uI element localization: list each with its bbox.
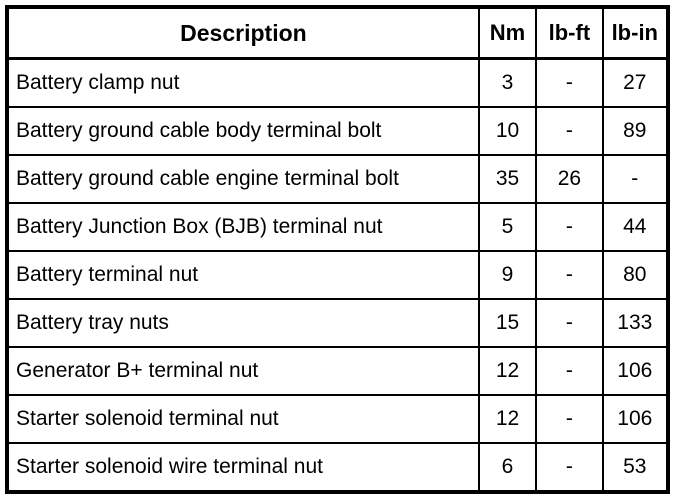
table-header-row: Description Nm lb-ft lb-in: [7, 7, 668, 60]
cell-description: Battery ground cable body terminal bolt: [7, 106, 480, 156]
cell-description: Battery ground cable engine terminal bol…: [7, 154, 480, 204]
cell-description: Generator B+ terminal nut: [7, 346, 480, 396]
cell-nm: 15: [477, 298, 538, 348]
cell-lb-ft: -: [535, 298, 604, 348]
cell-lb-in: 27: [601, 57, 668, 108]
cell-lb-ft: -: [535, 346, 604, 396]
cell-description: Starter solenoid terminal nut: [7, 394, 480, 444]
table-row: Generator B+ terminal nut 12 - 106: [7, 346, 668, 396]
cell-description: Battery tray nuts: [7, 298, 480, 348]
cell-nm: 5: [477, 202, 538, 252]
cell-lb-in: -: [601, 154, 668, 204]
cell-nm: 6: [477, 442, 538, 492]
cell-lb-in: 89: [601, 106, 668, 156]
cell-lb-ft: -: [535, 442, 604, 492]
cell-lb-ft: -: [535, 250, 604, 300]
column-header-description: Description: [7, 7, 480, 60]
cell-nm: 9: [477, 250, 538, 300]
table-row: Battery Junction Box (BJB) terminal nut …: [7, 202, 668, 252]
cell-lb-in: 44: [601, 202, 668, 252]
cell-nm: 3: [477, 57, 538, 108]
table-row: Starter solenoid wire terminal nut 6 - 5…: [7, 442, 668, 492]
cell-nm: 12: [477, 346, 538, 396]
cell-lb-in: 106: [601, 346, 668, 396]
torque-specification-table: Description Nm lb-ft lb-in Battery clamp…: [5, 5, 670, 494]
table-body: Battery clamp nut 3 - 27 Battery ground …: [7, 57, 668, 492]
cell-lb-ft: 26: [535, 154, 604, 204]
cell-lb-ft: -: [535, 394, 604, 444]
cell-nm: 10: [477, 106, 538, 156]
cell-lb-in: 106: [601, 394, 668, 444]
cell-nm: 12: [477, 394, 538, 444]
column-header-lb-in: lb-in: [601, 7, 668, 60]
column-header-lb-ft: lb-ft: [535, 7, 604, 60]
table-row: Battery tray nuts 15 - 133: [7, 298, 668, 348]
cell-description: Starter solenoid wire terminal nut: [7, 442, 480, 492]
cell-nm: 35: [477, 154, 538, 204]
table-row: Battery ground cable body terminal bolt …: [7, 106, 668, 156]
table-row: Battery terminal nut 9 - 80: [7, 250, 668, 300]
cell-lb-in: 53: [601, 442, 668, 492]
table-row: Battery ground cable engine terminal bol…: [7, 154, 668, 204]
cell-lb-in: 80: [601, 250, 668, 300]
table-row: Battery clamp nut 3 - 27: [7, 57, 668, 108]
cell-description: Battery terminal nut: [7, 250, 480, 300]
cell-description: Battery clamp nut: [7, 57, 480, 108]
cell-lb-in: 133: [601, 298, 668, 348]
column-header-nm: Nm: [477, 7, 538, 60]
table-row: Starter solenoid terminal nut 12 - 106: [7, 394, 668, 444]
cell-lb-ft: -: [535, 202, 604, 252]
cell-lb-ft: -: [535, 57, 604, 108]
cell-lb-ft: -: [535, 106, 604, 156]
cell-description: Battery Junction Box (BJB) terminal nut: [7, 202, 480, 252]
table-header: Description Nm lb-ft lb-in: [7, 7, 668, 60]
